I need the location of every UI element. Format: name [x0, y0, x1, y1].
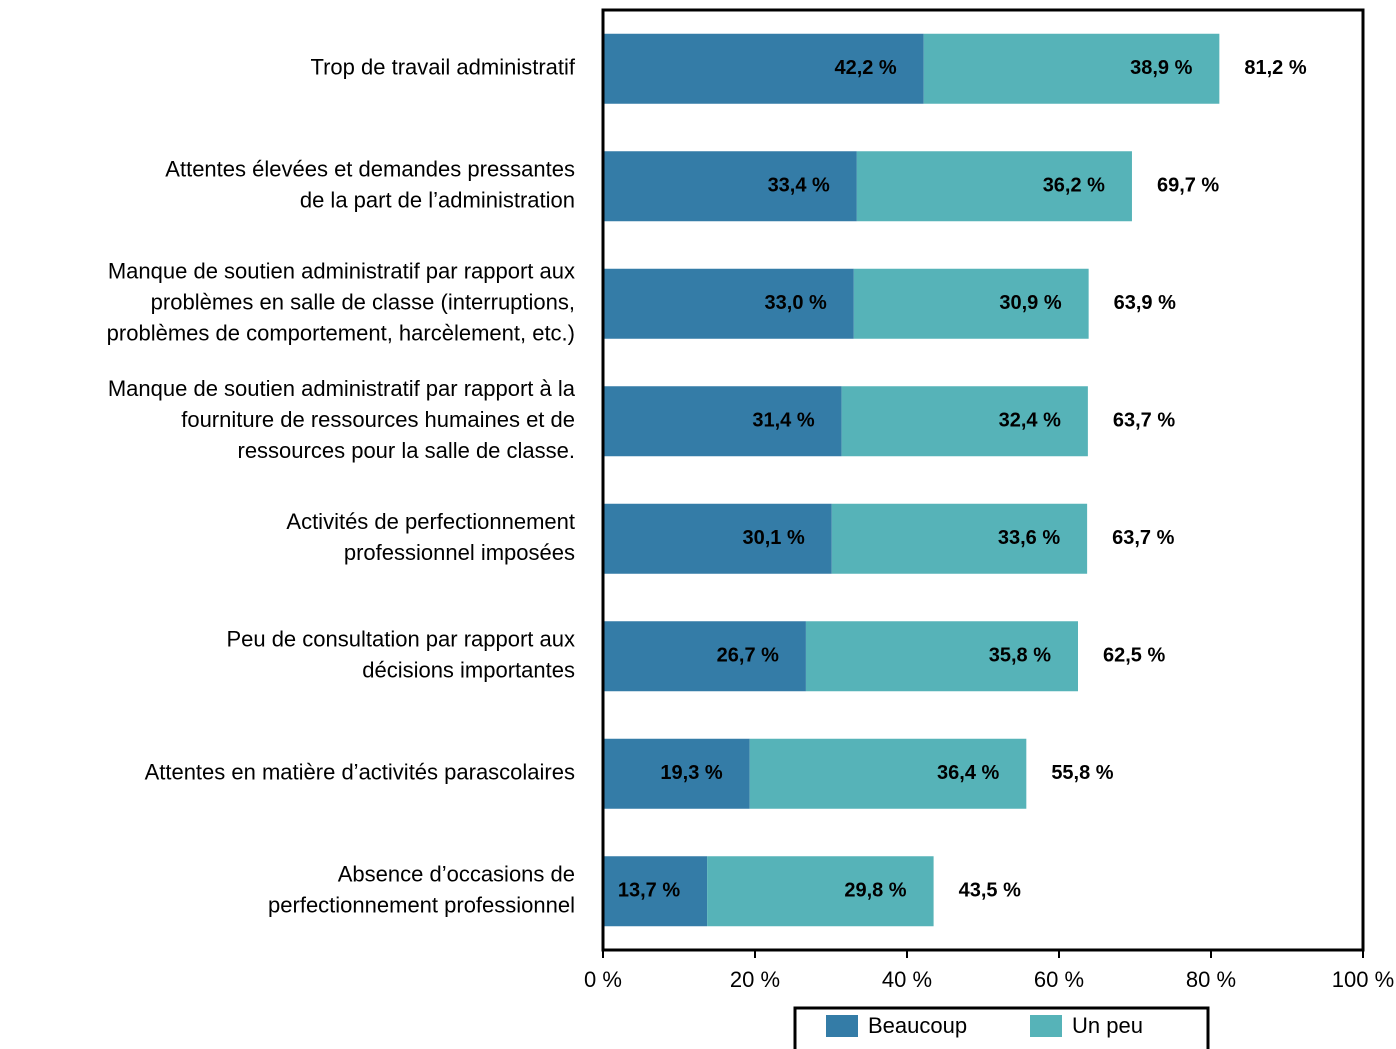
value-label: 33,4 % [768, 175, 830, 197]
category-label: problèmes de comportement, harcèlement, … [107, 321, 575, 346]
x-tick-label: 40 % [882, 967, 932, 992]
value-label: 29,8 % [844, 880, 906, 902]
total-label: 81,2 % [1244, 57, 1306, 79]
value-label: 38,9 % [1130, 57, 1192, 79]
plot-frame [601, 8, 1365, 952]
category-label: problèmes en salle de classe (interrupti… [151, 290, 575, 315]
total-label: 69,7 % [1157, 175, 1219, 197]
bar-segment [603, 503, 832, 574]
legend-swatch [826, 1015, 858, 1037]
category-label: ressources pour la salle de classe. [238, 438, 576, 463]
bar-segment [603, 386, 842, 457]
value-label: 42,2 % [834, 57, 896, 79]
bar-segment [603, 856, 708, 927]
category-label: professionnel imposées [344, 540, 575, 565]
x-tick-label: 20 % [730, 967, 780, 992]
value-label: 36,4 % [937, 762, 999, 784]
x-tick-label: 0 % [584, 967, 622, 992]
category-label: Attentes en matière d’activités parascol… [145, 760, 575, 785]
value-label: 30,9 % [999, 292, 1061, 314]
total-label: 63,9 % [1114, 292, 1176, 314]
x-tick-label: 60 % [1034, 967, 1084, 992]
total-label: 63,7 % [1113, 410, 1175, 432]
category-label: Trop de travail administratif [310, 55, 575, 80]
value-label: 31,4 % [752, 410, 814, 432]
category-label: Attentes élevées et demandes pressantes [165, 157, 575, 182]
bar-segment [707, 856, 934, 927]
value-label: 36,2 % [1043, 175, 1105, 197]
category-label: décisions importantes [362, 658, 575, 683]
value-label: 19,3 % [660, 762, 722, 784]
value-label: 35,8 % [989, 645, 1051, 667]
legend-swatch [1030, 1015, 1062, 1037]
x-tick-label: 100 % [1332, 967, 1394, 992]
value-label: 33,6 % [998, 527, 1060, 549]
legend-label: Un peu [1072, 1013, 1143, 1038]
bar-segment [805, 621, 1078, 692]
value-label: 30,1 % [742, 527, 804, 549]
value-label: 33,0 % [765, 292, 827, 314]
total-label: 63,7 % [1112, 527, 1174, 549]
legend-box [793, 1006, 1210, 1049]
value-label: 26,7 % [717, 645, 779, 667]
bar-segment [603, 621, 806, 692]
bar-segment [853, 268, 1089, 339]
total-label: 43,5 % [959, 880, 1021, 902]
legend-label: Beaucoup [868, 1013, 967, 1038]
bar-segment [603, 738, 750, 809]
value-label: 13,7 % [618, 880, 680, 902]
category-label: perfectionnement professionnel [268, 893, 575, 918]
bar-segment [749, 738, 1027, 809]
x-tick-label: 80 % [1186, 967, 1236, 992]
category-label: de la part de l’administration [300, 188, 575, 213]
bar-segment [831, 503, 1088, 574]
category-label: fourniture de ressources humaines et de [181, 407, 575, 432]
bar-segment [603, 33, 924, 104]
category-label: Manque de soutien administratif par rapp… [108, 259, 575, 284]
category-label: Peu de consultation par rapport aux [226, 627, 575, 652]
bar-segment [923, 33, 1220, 104]
total-label: 55,8 % [1051, 762, 1113, 784]
category-label: Manque de soutien administratif par rapp… [108, 376, 576, 401]
value-label: 32,4 % [999, 410, 1061, 432]
category-label: Absence d’occasions de [338, 862, 575, 887]
bar-segment [603, 268, 854, 339]
category-label: Activités de perfectionnement [286, 509, 575, 534]
bar-segment [841, 386, 1088, 457]
bar-segment [603, 151, 857, 222]
total-label: 62,5 % [1103, 645, 1165, 667]
bar-segment [856, 151, 1132, 222]
